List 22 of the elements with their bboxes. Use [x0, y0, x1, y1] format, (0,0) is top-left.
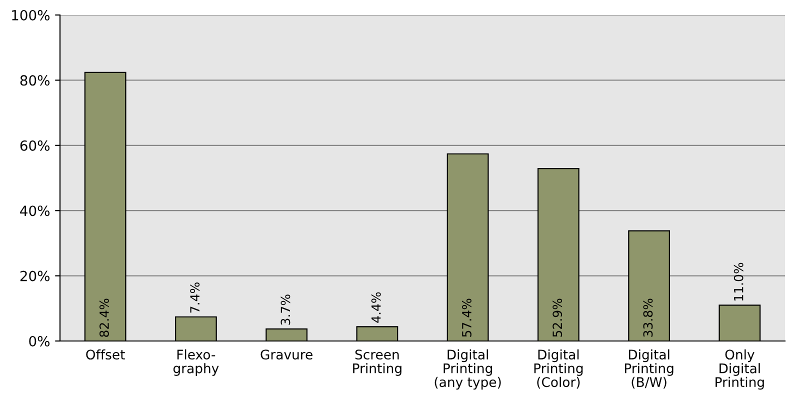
x-tick-label: Only Digital Printing [716, 349, 764, 390]
x-tick-label: Offset [86, 349, 125, 360]
x-tick-label: Screen Printing [353, 350, 402, 376]
data-label: 11.0% [734, 262, 744, 301]
data-label: 7.4% [190, 282, 200, 313]
y-tick-label: 100% [12, 10, 50, 20]
y-tick-label: 60% [20, 140, 50, 151]
data-label: 4.4% [371, 292, 381, 323]
data-label: 82.4% [99, 298, 109, 337]
x-tick-label: Digital Printing (Color) [534, 349, 583, 389]
y-tick-label: 80% [20, 75, 50, 86]
y-tick-label: 40% [20, 206, 50, 216]
data-label: 3.7% [280, 294, 290, 325]
x-tick-label: Flexo- graphy [173, 349, 219, 376]
data-label: 52.9% [552, 298, 562, 337]
x-tick-label: Digital Printing (B/W) [624, 349, 674, 389]
x-tick-label: Digital Printing (any type) [434, 349, 501, 390]
data-label: 57.4% [462, 298, 472, 337]
x-tick-label: Gravure [260, 350, 312, 360]
y-tick-label: 0% [29, 336, 50, 346]
y-tick-label: 20% [20, 270, 50, 282]
data-label: 33.8% [643, 298, 653, 337]
